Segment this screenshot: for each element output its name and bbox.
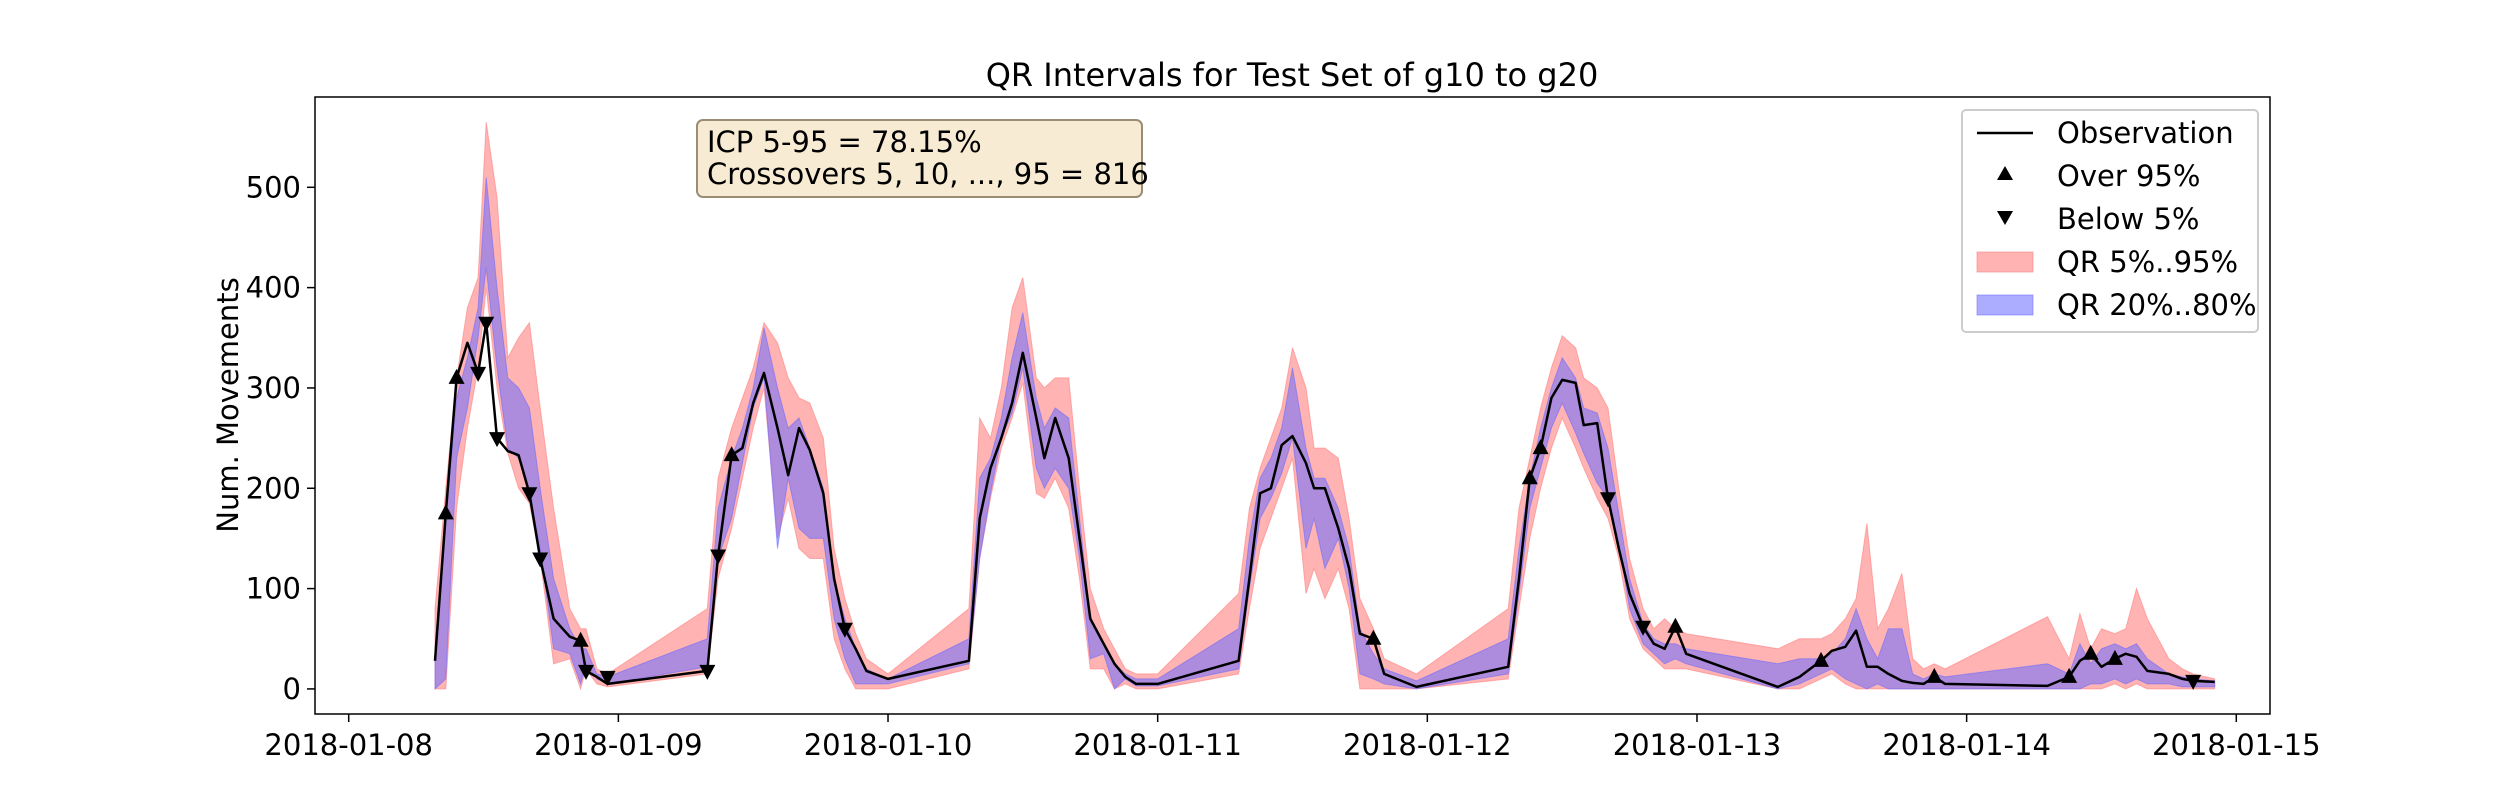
- x-tick-label: 2018-01-13: [1613, 728, 1782, 762]
- x-tick-label: 2018-01-08: [264, 728, 433, 762]
- legend-frame: [1961, 109, 2259, 333]
- chart-title: QR Intervals for Test Set of g10 to g20: [986, 56, 1599, 94]
- over-95-marker: [2061, 667, 2078, 683]
- x-tick-label: 2018-01-12: [1343, 728, 1512, 762]
- plot-frame: [314, 96, 2271, 715]
- over-95-marker: [1667, 617, 1684, 633]
- y-tick-label: 400: [246, 271, 301, 305]
- x-tick-label: 2018-01-14: [1882, 728, 2051, 762]
- over-95-marker: [437, 504, 454, 520]
- x-tick-label: 2018-01-11: [1073, 728, 1242, 762]
- below-5-marker: [521, 487, 538, 503]
- y-axis: 0 100 200 300 400 500: [246, 170, 315, 706]
- y-tick-label: 200: [246, 471, 301, 505]
- qr-20-80-band: [434, 177, 2216, 691]
- legend-qr60-swatch: [1976, 294, 2034, 316]
- below-5-marker: [478, 316, 495, 332]
- annotation-icp: ICP 5-95 = 78.15%: [707, 125, 982, 159]
- x-tick-label: 2018-01-15: [2152, 728, 2321, 762]
- below-5-marker: [710, 549, 727, 565]
- x-tick-label: 2018-01-10: [804, 728, 973, 762]
- over-95-marker: [1365, 629, 1382, 645]
- legend-below-label: Below 5%: [2057, 202, 2199, 236]
- over-95-marker: [1532, 439, 1549, 455]
- over-95-marker: [448, 368, 465, 384]
- interval-bands: [434, 122, 2216, 691]
- x-tick-label: 2018-01-09: [534, 728, 703, 762]
- legend: Observation Over 95% Below 5% QR 5%..95%…: [1961, 109, 2259, 333]
- y-axis-label: Num. Movements: [211, 277, 245, 532]
- legend-observation-label: Observation: [2057, 116, 2234, 150]
- legend-below-marker: [1997, 211, 2013, 225]
- legend-qr90-swatch: [1976, 251, 2034, 273]
- over-95-marker: [2082, 644, 2099, 660]
- over-95-marker: [1813, 651, 1830, 667]
- below-5-marker: [532, 552, 549, 568]
- below-5-marker: [699, 664, 716, 680]
- annotation-crossovers: Crossovers 5, 10, ..., 95 = 816: [707, 157, 1149, 191]
- over-95-marker: [572, 631, 589, 647]
- y-tick-label: 0: [283, 672, 301, 706]
- legend-qr90-label: QR 5%..95%: [2057, 245, 2238, 279]
- qr-5-95-band: [434, 122, 2216, 691]
- marker-group: [437, 316, 2202, 690]
- annotation-background: [696, 119, 1143, 198]
- over-95-marker: [1521, 469, 1538, 485]
- legend-qr60-label: QR 20%..80%: [2057, 288, 2257, 322]
- legend-over-label: Over 95%: [2057, 159, 2200, 193]
- y-tick-label: 100: [246, 572, 301, 606]
- over-95-marker: [1926, 667, 1943, 683]
- below-5-marker: [599, 670, 616, 686]
- x-axis: 2018-01-08 2018-01-09 2018-01-10 2018-01-11…: [264, 714, 2321, 762]
- below-5-marker: [1599, 492, 1616, 508]
- below-5-marker: [578, 664, 595, 680]
- legend-over-marker: [1997, 166, 2013, 180]
- below-5-marker: [1635, 620, 1652, 636]
- y-tick-label: 300: [246, 371, 301, 405]
- y-tick-label: 500: [246, 170, 301, 204]
- below-5-marker: [836, 622, 853, 638]
- below-5-marker: [2185, 674, 2202, 690]
- over-95-marker: [723, 446, 740, 462]
- below-5-marker: [489, 432, 506, 448]
- over-95-marker: [2106, 649, 2123, 665]
- below-5-marker: [470, 366, 487, 382]
- annotation-box: ICP 5-95 = 78.15% Crossovers 5, 10, ...,…: [696, 119, 1149, 198]
